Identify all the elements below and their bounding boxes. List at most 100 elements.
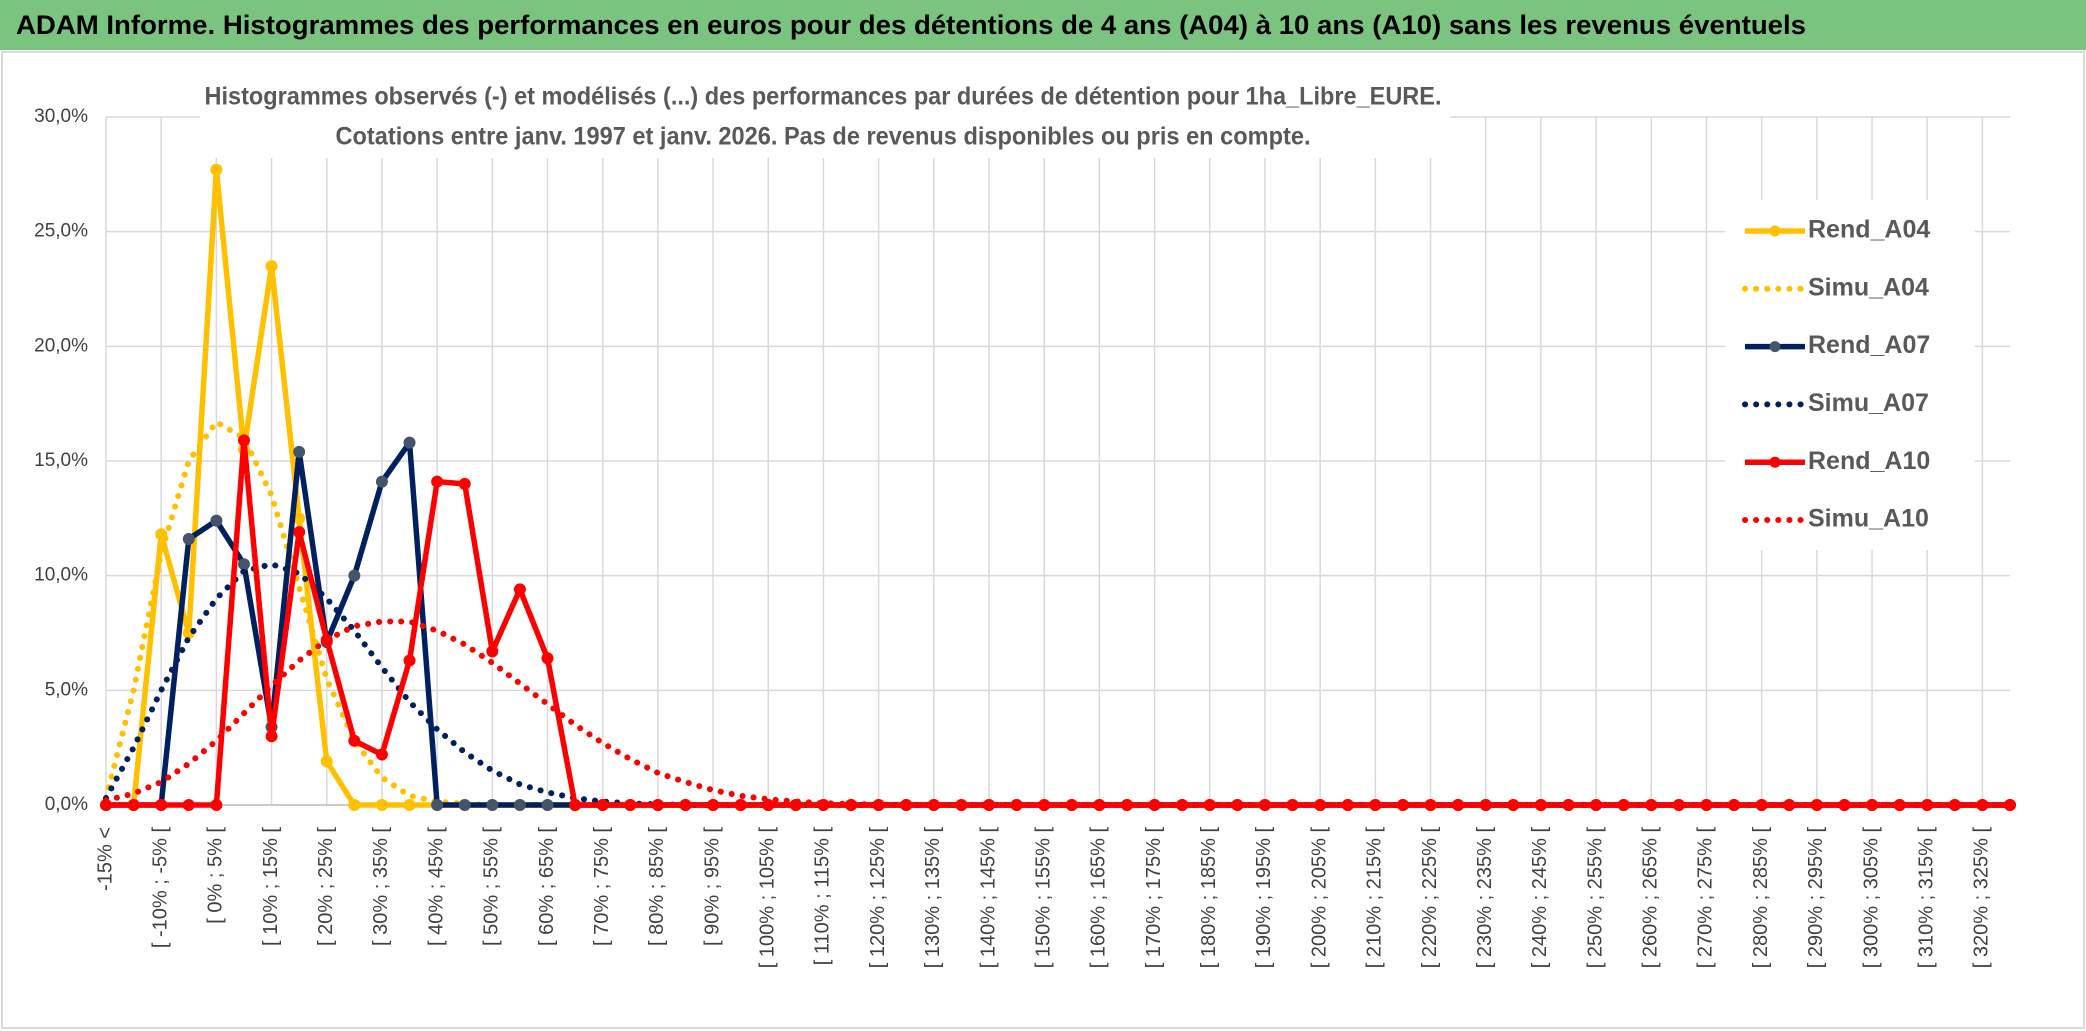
data-point [707, 799, 720, 811]
data-point [513, 799, 526, 811]
legend-label: Simu_A07 [1808, 389, 1929, 417]
data-point [320, 755, 333, 768]
x-tick-label: [ 310% ; 315% [ [1915, 827, 1937, 969]
legend-marker [1769, 341, 1781, 353]
data-point [348, 734, 361, 747]
data-point [458, 799, 471, 811]
data-point [679, 799, 692, 811]
data-point [293, 445, 306, 458]
x-tick-label: [ 120% ; 125% [ [867, 827, 889, 969]
x-tick-label: [ 230% ; 235% [ [1474, 827, 1496, 969]
x-tick-label: [ 290% ; 295% [ [1805, 827, 1827, 969]
data-point [237, 558, 250, 571]
data-point [596, 799, 609, 811]
data-point [569, 799, 582, 811]
data-point [734, 799, 747, 811]
x-tick-label: [ 260% ; 265% [ [1640, 827, 1662, 969]
data-point [431, 799, 444, 811]
data-point [403, 654, 416, 667]
x-tick-label: [ 190% ; 195% [ [1253, 827, 1275, 969]
subtitle-background [200, 78, 1450, 158]
data-point [458, 477, 471, 490]
x-tick-label: -15% < [94, 827, 116, 891]
x-tick-label: [ 30% ; 35% [ [370, 827, 392, 946]
x-tick-label: [ 250% ; 255% [ [1584, 827, 1606, 969]
series-line [106, 437, 2010, 808]
subtitle-line: Cotations entre janv. 1997 et janv. 2026… [336, 123, 1311, 151]
x-tick-label: [ 200% ; 205% [ [1308, 827, 1330, 969]
x-tick-label: [ 60% ; 65% [ [536, 827, 558, 946]
data-point [486, 799, 499, 811]
legend-background [1725, 200, 1975, 550]
x-tick-label: [ 280% ; 285% [ [1750, 827, 1772, 969]
data-point [237, 434, 250, 447]
data-point [210, 799, 223, 811]
data-point [762, 799, 775, 811]
data-point [210, 163, 223, 176]
x-tick-label: [ 50% ; 55% [ [481, 827, 503, 946]
data-point [155, 799, 168, 811]
x-tick-label: [ 210% ; 215% [ [1364, 827, 1386, 969]
data-point [210, 514, 223, 527]
x-tick-label: [ -10% ; -5% [ [149, 827, 171, 949]
y-tick-label: 10,0% [34, 565, 88, 586]
data-point [431, 475, 444, 488]
y-tick-label: 0,0% [45, 794, 88, 815]
data-point [293, 526, 306, 539]
legend-label: Rend_A07 [1808, 331, 1930, 359]
y-tick-label: 20,0% [34, 335, 88, 356]
data-point [375, 475, 388, 488]
legend-label: Simu_A04 [1808, 273, 1929, 301]
data-point [127, 799, 140, 811]
data-point [624, 799, 637, 811]
data-point [265, 260, 278, 273]
legend-label: Rend_A10 [1808, 447, 1930, 475]
chart-title: ADAM Informe. Histogrammes des performan… [16, 10, 1806, 40]
data-point [403, 436, 416, 449]
x-tick-label: [ 70% ; 75% [ [591, 827, 613, 946]
x-tick-label: [ 240% ; 245% [ [1529, 827, 1551, 969]
subtitle: Histogrammes observés (-) et modélisés (… [200, 78, 1450, 158]
x-tick-label: [ 0% ; 5% [ [205, 827, 227, 924]
y-tick-label: 15,0% [34, 450, 88, 471]
data-point [513, 583, 526, 596]
x-tick-label: [ 180% ; 185% [ [1198, 827, 1220, 969]
x-tick-label: [ 100% ; 105% [ [757, 827, 779, 969]
data-point [182, 799, 195, 811]
legend-marker [1769, 456, 1781, 468]
x-tick-label: [ 150% ; 155% [ [1032, 827, 1054, 969]
x-tick-label: [ 90% ; 95% [ [701, 827, 723, 946]
x-tick-label: [ 80% ; 85% [ [646, 827, 668, 946]
series-line [103, 618, 2013, 808]
data-point [486, 645, 499, 658]
legend-label: Rend_A04 [1808, 216, 1930, 244]
x-tick-label: [ 130% ; 135% [ [922, 827, 944, 969]
x-tick-label: [ 160% ; 165% [ [1088, 827, 1110, 969]
x-tick-label: [ 270% ; 275% [ [1695, 827, 1717, 969]
data-point [375, 799, 388, 811]
legend-marker [1769, 225, 1781, 237]
data-point [651, 799, 664, 811]
chart-frame [1, 51, 2085, 1029]
x-tick-label: [ 110% ; 115% [ [812, 827, 834, 966]
x-tick-label: [ 170% ; 175% [ [1143, 827, 1165, 969]
data-point [265, 730, 278, 743]
x-tick-label: [ 300% ; 305% [ [1860, 827, 1882, 969]
subtitle-line: Histogrammes observés (-) et modélisés (… [205, 83, 1442, 111]
data-point [348, 569, 361, 582]
data-point [375, 748, 388, 761]
data-point [541, 652, 554, 665]
data-point [403, 799, 416, 811]
x-tick-label: [ 140% ; 145% [ [977, 827, 999, 969]
x-tick-label: [ 220% ; 225% [ [1419, 827, 1441, 969]
x-tick-label: [ 320% ; 325% [ [1971, 827, 1993, 969]
x-tick-label: [ 40% ; 45% [ [425, 827, 447, 946]
y-tick-label: 25,0% [34, 221, 88, 242]
header-bar [0, 0, 2086, 50]
data-point [182, 532, 195, 545]
legend: Rend_A04 Simu_A04 Rend_A07 Simu_A07 Rend_A10… [1725, 200, 1975, 550]
y-tick-label: 30,0% [34, 106, 88, 127]
y-tick-label: 5,0% [45, 679, 88, 700]
